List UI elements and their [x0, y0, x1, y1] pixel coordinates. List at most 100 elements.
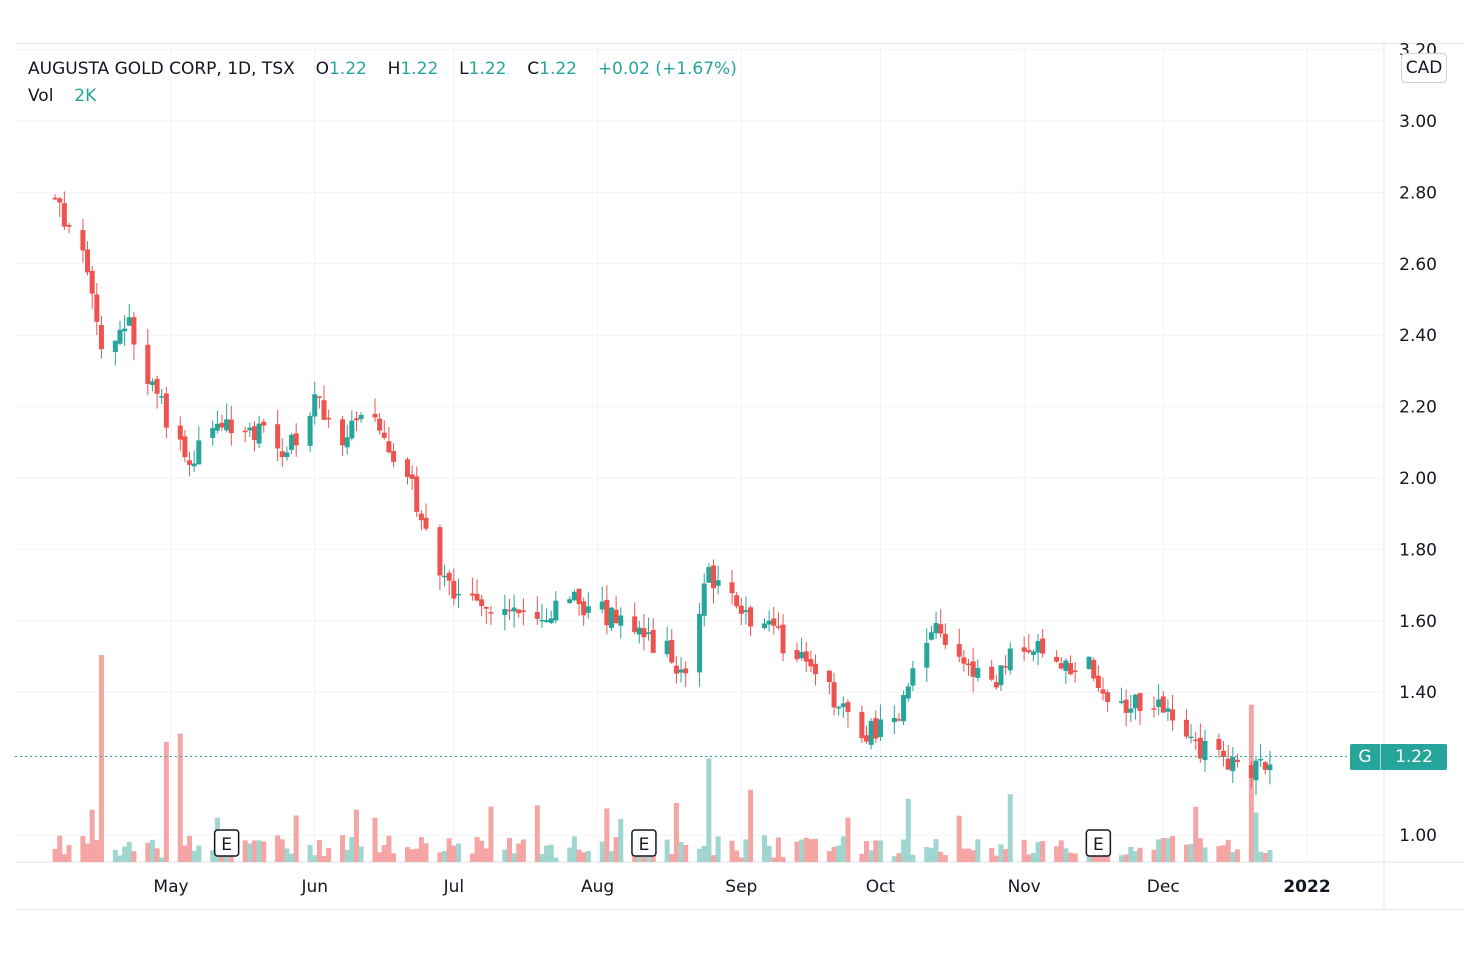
candle-body [553, 600, 559, 621]
candle-body [214, 423, 220, 431]
candle-body [1105, 692, 1111, 703]
candle-body [993, 682, 999, 688]
candle-body [502, 609, 508, 616]
candle-body [646, 632, 652, 635]
chart-frame[interactable] [15, 43, 1465, 910]
volume-bar [520, 839, 526, 862]
volume-bar [1170, 835, 1176, 862]
volume-bar [1202, 847, 1208, 862]
candle-body [163, 393, 169, 428]
volume-bar [664, 839, 670, 862]
candle-body [1091, 659, 1097, 679]
candle-body [1035, 640, 1041, 653]
candle-body [938, 624, 944, 634]
volume-bar [613, 837, 619, 862]
candle-body [896, 719, 902, 721]
volume-bar [256, 840, 262, 862]
candle-body [910, 668, 916, 686]
candle-body [437, 527, 443, 576]
volume-bar [344, 849, 350, 862]
legend-ohlc-row: AUGUSTA GOLD CORP, 1D, TSX O1.22 H1.22 L… [28, 56, 737, 83]
candle-body [650, 629, 656, 653]
candle-body [247, 427, 253, 431]
volume-bar [1160, 838, 1166, 862]
volume-bar [340, 835, 346, 862]
volume-bar [1105, 855, 1111, 862]
volume-bar [1030, 852, 1036, 862]
volume-bar [52, 849, 58, 862]
volume-bar [924, 847, 930, 862]
candle-body [344, 437, 350, 448]
volume-bar [349, 837, 355, 862]
candle-body [145, 344, 151, 384]
volume-bar [803, 837, 809, 862]
volume-bar [1165, 838, 1171, 862]
currency-button[interactable]: CAD [1401, 53, 1447, 83]
x-tick-label: Nov [1008, 877, 1041, 897]
volume-bar [1054, 846, 1060, 862]
candle-body [80, 229, 86, 251]
volume-bar [479, 840, 485, 862]
volume-bar [409, 849, 415, 862]
volume-bar [1183, 844, 1189, 862]
volume-bar [191, 850, 197, 862]
volume-bar [321, 855, 327, 862]
volume-bar [386, 835, 392, 862]
candle-body [706, 567, 712, 583]
volume-bar [1234, 849, 1240, 862]
volume-bar [956, 815, 962, 862]
volume-bar [1156, 839, 1162, 862]
volume-bar [1123, 854, 1129, 862]
symbol-title[interactable]: AUGUSTA GOLD CORP, 1D, TSX [28, 59, 295, 79]
volume-bar [743, 839, 749, 862]
candle-body [149, 381, 155, 385]
x-tick-label: 2022 [1283, 877, 1330, 897]
candle-body [1258, 758, 1264, 761]
candle-body [312, 394, 318, 417]
candle-body [738, 605, 744, 614]
volume-bar [673, 802, 679, 862]
volume-bar [1132, 851, 1138, 862]
candle-body [1160, 696, 1166, 713]
candle-body [956, 644, 962, 657]
legend-volume-row: Vol 2K [28, 83, 737, 110]
volume-bar [608, 851, 614, 862]
candle-body [762, 623, 768, 629]
candle-body [1193, 739, 1199, 742]
candle-body [1225, 758, 1231, 770]
volume-bar [117, 855, 123, 862]
candle-body [89, 270, 95, 294]
candle-body [613, 609, 619, 624]
candle-body [1095, 675, 1101, 688]
time-axis[interactable]: May Jun Jul Aug Sep Oct Nov Dec 2022 [153, 877, 1330, 897]
y-tick-label: 2.40 [1399, 326, 1437, 346]
volume-bar [1267, 850, 1273, 862]
candle-body [1170, 709, 1176, 721]
volume-bar [734, 850, 740, 862]
candle-body [326, 417, 332, 420]
price-axis[interactable]: 3.203.002.802.602.402.202.001.801.601.40… [1399, 41, 1437, 846]
earnings-marker-box [631, 829, 657, 857]
low-label: L [459, 59, 469, 79]
volume-bar [98, 655, 104, 862]
volume-bar [516, 843, 522, 862]
volume-bar [1193, 806, 1199, 862]
candle-body [516, 609, 522, 614]
volume-bar [678, 841, 684, 862]
volume-bar [57, 835, 63, 862]
candle-body [1030, 651, 1036, 655]
candle-body [1202, 740, 1208, 761]
volume-bar [534, 805, 540, 862]
volume-label: Vol [28, 86, 54, 106]
volume-bar [1258, 851, 1264, 862]
volume-bar [1262, 852, 1268, 862]
volume-bar [154, 848, 160, 862]
candle-body [224, 419, 230, 431]
volume-bar [942, 855, 948, 862]
candle-body [187, 460, 193, 465]
volume-bar [1063, 848, 1069, 862]
candle-body [307, 415, 313, 446]
candle-body [534, 611, 540, 619]
